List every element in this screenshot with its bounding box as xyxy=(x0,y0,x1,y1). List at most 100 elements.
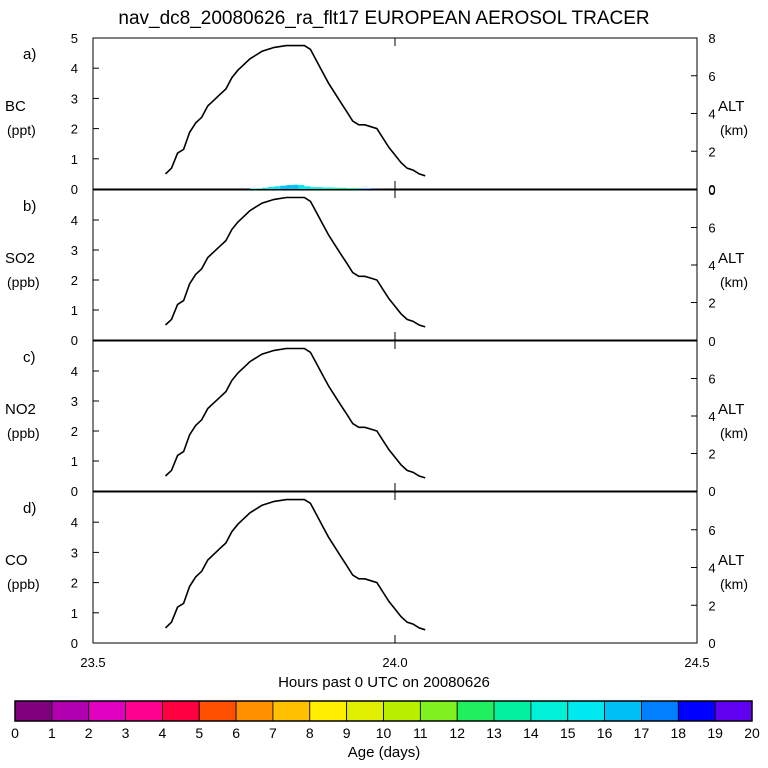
colorbar-tick-label: 9 xyxy=(343,725,351,741)
panel-label: b) xyxy=(23,198,36,215)
tracer-bar xyxy=(268,186,275,189)
alt-label: ALT xyxy=(718,401,744,418)
left-tick-label: 0 xyxy=(71,333,78,348)
left-tick-label: 1 xyxy=(71,454,78,469)
x-axis-label: Hours past 0 UTC on 20080626 xyxy=(278,674,490,691)
panel-label: d) xyxy=(23,500,36,517)
tracer-bar xyxy=(262,187,269,189)
left-tick-label: 1 xyxy=(71,303,78,318)
altitude-line xyxy=(164,347,426,479)
colorbar-swatch xyxy=(346,700,384,722)
tracer-bar xyxy=(304,186,311,189)
right-tick-label: 4 xyxy=(708,107,715,122)
colorbar-tick-label: 5 xyxy=(195,725,203,741)
tracer-bar xyxy=(292,184,299,189)
colorbar-tick-label: 4 xyxy=(159,725,167,741)
left-tick-label: 3 xyxy=(71,91,78,106)
alt-units: (km) xyxy=(720,274,748,290)
colorbar-label: Age (days) xyxy=(347,744,421,761)
altitude-line xyxy=(164,498,426,631)
colorbar-swatch xyxy=(714,700,753,722)
left-tick-label: 3 xyxy=(71,545,78,560)
tracer-bar xyxy=(274,186,281,189)
species-units: (ppt) xyxy=(7,122,36,138)
left-tick-label: 2 xyxy=(71,122,78,137)
right-tick-label: 0 xyxy=(708,334,715,349)
right-tick-label: 0 xyxy=(708,484,715,499)
colorbar-tick-label: 16 xyxy=(597,725,613,741)
colorbar-swatch xyxy=(272,700,311,722)
colorbar-frame xyxy=(14,700,753,722)
colorbar-tick-label: 7 xyxy=(269,725,277,741)
alt-label: ALT xyxy=(718,250,744,267)
colorbar-swatch xyxy=(530,700,569,722)
colorbar-swatch xyxy=(456,700,495,722)
x-tick-label: 24.0 xyxy=(382,655,407,670)
right-tick-label: 2 xyxy=(708,598,715,613)
colorbar-tick-label: 14 xyxy=(523,725,539,741)
left-tick-label: 5 xyxy=(71,31,78,46)
colorbar-tick-label: 8 xyxy=(306,725,314,741)
right-tick-label: 0 xyxy=(708,182,715,197)
colorbar-tick-label: 20 xyxy=(744,725,760,741)
panel-label: a) xyxy=(23,46,36,63)
alt-label: ALT xyxy=(718,98,744,115)
colorbar-tick-label: 15 xyxy=(560,725,576,741)
colorbar-swatch xyxy=(641,700,679,722)
left-tick-label: 1 xyxy=(71,606,78,621)
panel-frame xyxy=(92,189,698,341)
right-tick-label: 6 xyxy=(708,523,715,538)
tracer-bar xyxy=(334,187,347,189)
alt-units: (km) xyxy=(720,122,748,138)
right-tick-label: 6 xyxy=(708,69,715,84)
colorbar-tick-label: 18 xyxy=(671,725,687,741)
tracer-bar xyxy=(358,188,371,189)
colorbar-tick-label: 0 xyxy=(11,725,19,741)
colorbar-tick-label: 1 xyxy=(48,725,56,741)
tracer-bar xyxy=(280,185,287,189)
colorbar-swatch xyxy=(51,700,90,722)
colorbar-swatch xyxy=(161,700,200,722)
colorbar-tick-label: 13 xyxy=(486,725,502,741)
tracer-bar xyxy=(250,188,263,189)
right-tick-label: 4 xyxy=(708,409,715,424)
colorbar-swatch xyxy=(14,700,53,722)
colorbar-tick-label: 2 xyxy=(85,725,93,741)
species-units: (ppb) xyxy=(7,576,40,592)
tracer-bar xyxy=(310,187,323,189)
chart-title: nav_dc8_20080626_ra_flt17 EUROPEAN AEROS… xyxy=(118,8,650,29)
colorbar-swatch xyxy=(88,700,126,722)
left-tick-label: 3 xyxy=(71,243,78,258)
alt-label: ALT xyxy=(718,552,744,569)
left-tick-label: 4 xyxy=(71,61,78,76)
left-tick-label: 2 xyxy=(71,424,78,439)
panel-label: c) xyxy=(23,349,36,366)
left-tick-label: 2 xyxy=(71,576,78,591)
tracer-bar xyxy=(322,187,335,189)
panel-frame xyxy=(92,37,698,190)
species-units: (ppb) xyxy=(7,274,40,290)
tracer-bar xyxy=(286,185,293,189)
colorbar-swatch xyxy=(235,700,274,722)
right-tick-label: 4 xyxy=(708,258,715,273)
colorbar-swatch xyxy=(493,700,532,722)
colorbar-tick-label: 3 xyxy=(122,725,130,741)
right-tick-label: 6 xyxy=(708,221,715,236)
altitude-line xyxy=(164,196,426,328)
right-tick-label: 8 xyxy=(708,31,715,46)
colorbar-tick-label: 17 xyxy=(634,725,650,741)
colorbar-swatch xyxy=(567,700,605,722)
x-tick-label: 24.5 xyxy=(684,655,709,670)
left-tick-label: 0 xyxy=(71,484,78,499)
alt-units: (km) xyxy=(720,425,748,441)
colorbar-swatch xyxy=(677,700,716,722)
species-units: (ppb) xyxy=(7,425,40,441)
alt-units: (km) xyxy=(720,576,748,592)
colorbar-swatch xyxy=(125,700,163,722)
altitude-line xyxy=(164,44,426,177)
left-tick-label: 4 xyxy=(71,364,78,379)
colorbar-swatch xyxy=(604,700,642,722)
left-tick-label: 1 xyxy=(71,152,78,167)
right-tick-label: 2 xyxy=(708,447,715,462)
colorbar-tick-label: 19 xyxy=(707,725,723,741)
